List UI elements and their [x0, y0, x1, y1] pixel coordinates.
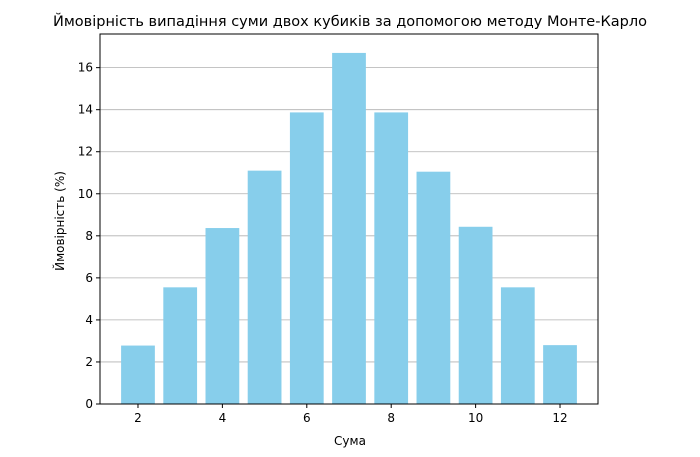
- bar: [543, 345, 577, 404]
- y-axis-label: Ймовірність (%): [52, 171, 67, 271]
- bar: [247, 170, 282, 404]
- y-tick-label: 8: [85, 229, 93, 243]
- x-tick-label: 2: [134, 411, 142, 425]
- x-tick-label: 4: [219, 411, 227, 425]
- y-tick-label: 10: [78, 187, 93, 201]
- bar: [500, 287, 535, 404]
- x-tick-label: 10: [468, 411, 483, 425]
- y-tick-label: 16: [78, 61, 93, 75]
- bar: [289, 112, 324, 405]
- bars: [121, 52, 577, 405]
- x-tick-label: 8: [387, 411, 395, 425]
- bar: [121, 345, 155, 404]
- bar: [416, 171, 451, 404]
- bar: [205, 228, 240, 404]
- x-tick-label: 6: [303, 411, 311, 425]
- y-tick-label: 4: [85, 313, 93, 327]
- bar: [332, 52, 366, 404]
- y-tick-label: 12: [78, 145, 93, 159]
- axes: [99, 33, 599, 405]
- y-ticks: 0 2 4 6 8 10 12 14 16: [78, 61, 100, 411]
- plot-frame: [99, 33, 599, 405]
- bar: [374, 112, 409, 405]
- bar: [458, 226, 493, 404]
- x-tick-label: 12: [552, 411, 567, 425]
- y-tick-label: 0: [85, 397, 93, 411]
- bar: [163, 287, 198, 404]
- y-tick-label: 14: [78, 103, 93, 117]
- x-axis-label: Сума: [334, 434, 366, 448]
- chart-title: Ймовірність випадіння суми двох кубиків …: [53, 12, 647, 30]
- y-tick-label: 2: [85, 355, 93, 369]
- x-ticks: 2 4 6 8 10 12: [134, 404, 568, 425]
- y-tick-label: 6: [85, 271, 93, 285]
